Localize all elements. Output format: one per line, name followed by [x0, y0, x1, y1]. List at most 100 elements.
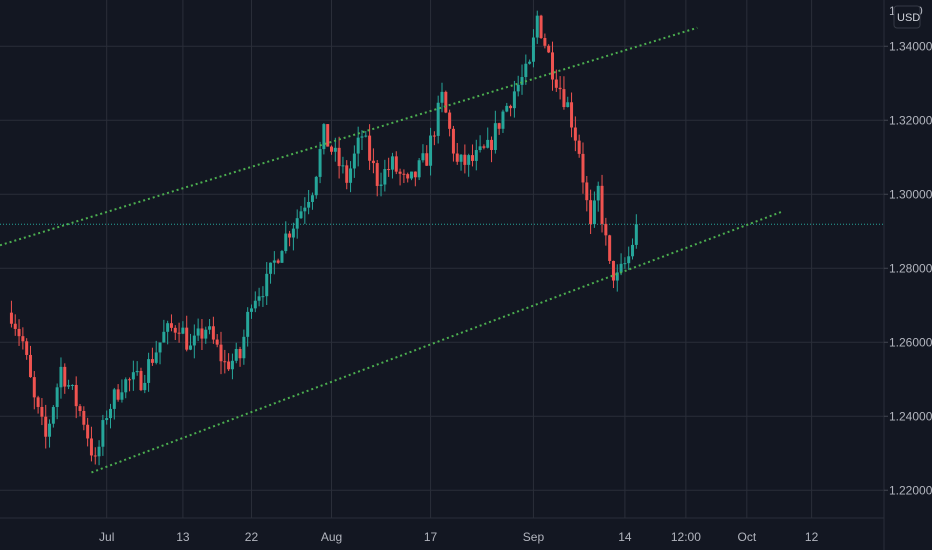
candle-down: [604, 223, 608, 236]
candle-up: [631, 244, 635, 257]
candle-up: [242, 336, 246, 359]
price-axis[interactable]: 1.34000 1.32000 1.30000 1.28000 1.26000 1.240…: [884, 39, 932, 497]
price-tick-label: 1.32000: [889, 113, 932, 127]
candle-down: [570, 102, 574, 128]
candle-down: [455, 153, 459, 162]
candle-up: [135, 370, 139, 373]
candle-up: [352, 153, 356, 169]
candle-up: [615, 272, 619, 281]
candle-up: [333, 147, 337, 152]
candle-down: [288, 233, 292, 238]
candle-up: [120, 392, 124, 400]
candle-down: [28, 354, 32, 378]
candle-up: [379, 184, 383, 186]
candle-down: [200, 328, 204, 339]
candle-down: [425, 153, 429, 166]
candle-up: [154, 352, 158, 363]
candle-down: [371, 160, 375, 164]
price-tick-label: 1.24000: [889, 409, 932, 423]
candle-down: [173, 327, 177, 333]
candle-up: [272, 260, 276, 263]
candle-up: [322, 124, 326, 150]
candle-up: [566, 102, 570, 108]
currency-badge[interactable]: USD: [893, 5, 921, 29]
candle-down: [406, 174, 410, 179]
candle-up: [592, 200, 596, 225]
candle-down: [139, 370, 143, 391]
candle-up: [314, 176, 318, 196]
candle-down: [387, 169, 391, 171]
time-tick-label: Jul: [99, 530, 114, 544]
candle-up: [147, 359, 151, 383]
candle-down: [219, 344, 223, 362]
candle-down: [36, 397, 40, 407]
candle-down: [573, 127, 577, 141]
time-axis[interactable]: Jul 13 22 Aug 17 Sep 14 12:00 Oct 12: [99, 530, 819, 544]
candle-up: [486, 139, 490, 148]
candle-down: [238, 349, 242, 359]
candle-up: [501, 111, 505, 129]
candle-down: [470, 155, 474, 161]
candle-up: [246, 311, 250, 337]
candle-down: [116, 389, 120, 400]
candle-down: [330, 146, 333, 152]
candle-down: [21, 336, 25, 342]
candle-down: [337, 147, 341, 167]
candle-up: [67, 385, 71, 387]
candle-down: [585, 182, 589, 201]
candle-up: [105, 418, 109, 421]
channel-lines[interactable]: [0, 26, 782, 474]
candle-down: [608, 235, 612, 261]
candle-up: [356, 137, 360, 154]
candle-up: [512, 91, 516, 109]
candle-up: [307, 201, 311, 208]
candle-up: [101, 420, 105, 447]
candle-up: [524, 63, 528, 78]
candle-down: [32, 377, 36, 398]
candle-down: [554, 79, 558, 88]
candle-up: [48, 423, 52, 437]
candles: [9, 10, 638, 466]
time-tick-label: 12: [805, 530, 819, 544]
candle-down: [185, 327, 189, 350]
candle-up: [535, 15, 539, 38]
candle-up: [383, 169, 387, 185]
candle-down: [394, 156, 398, 172]
candle-down: [600, 185, 604, 224]
channel-upper-line[interactable]: [0, 26, 698, 247]
candle-up: [410, 171, 414, 179]
candle-up: [166, 323, 170, 332]
candle-down: [611, 260, 615, 281]
candle-down: [497, 123, 501, 129]
candle-up: [112, 389, 116, 409]
candle-down: [227, 361, 231, 370]
candle-up: [196, 328, 200, 336]
time-tick-label: 14: [618, 530, 632, 544]
candle-up: [493, 123, 497, 150]
candle-up: [59, 366, 63, 388]
currency-badge-label: USD: [897, 12, 920, 24]
price-tick-label: 1.22000: [889, 483, 932, 497]
candle-up: [280, 251, 284, 263]
candle-down: [150, 359, 154, 363]
candle-down: [177, 332, 181, 334]
candle-up: [528, 61, 532, 64]
candle-up: [261, 296, 265, 298]
candle-up: [417, 160, 421, 178]
candle-up: [390, 156, 394, 170]
price-tick-label: 1.30000: [889, 187, 932, 201]
candle-down: [345, 165, 349, 183]
time-tick-label: 22: [245, 530, 259, 544]
candle-up: [269, 262, 273, 274]
candle-up: [520, 77, 524, 85]
candle-up: [158, 342, 162, 353]
candle-up: [208, 326, 212, 330]
candle-up: [478, 146, 482, 151]
candle-down: [86, 424, 90, 439]
candle-up: [97, 446, 101, 457]
candle-down: [581, 153, 585, 183]
currency-badge-box: [893, 5, 921, 29]
